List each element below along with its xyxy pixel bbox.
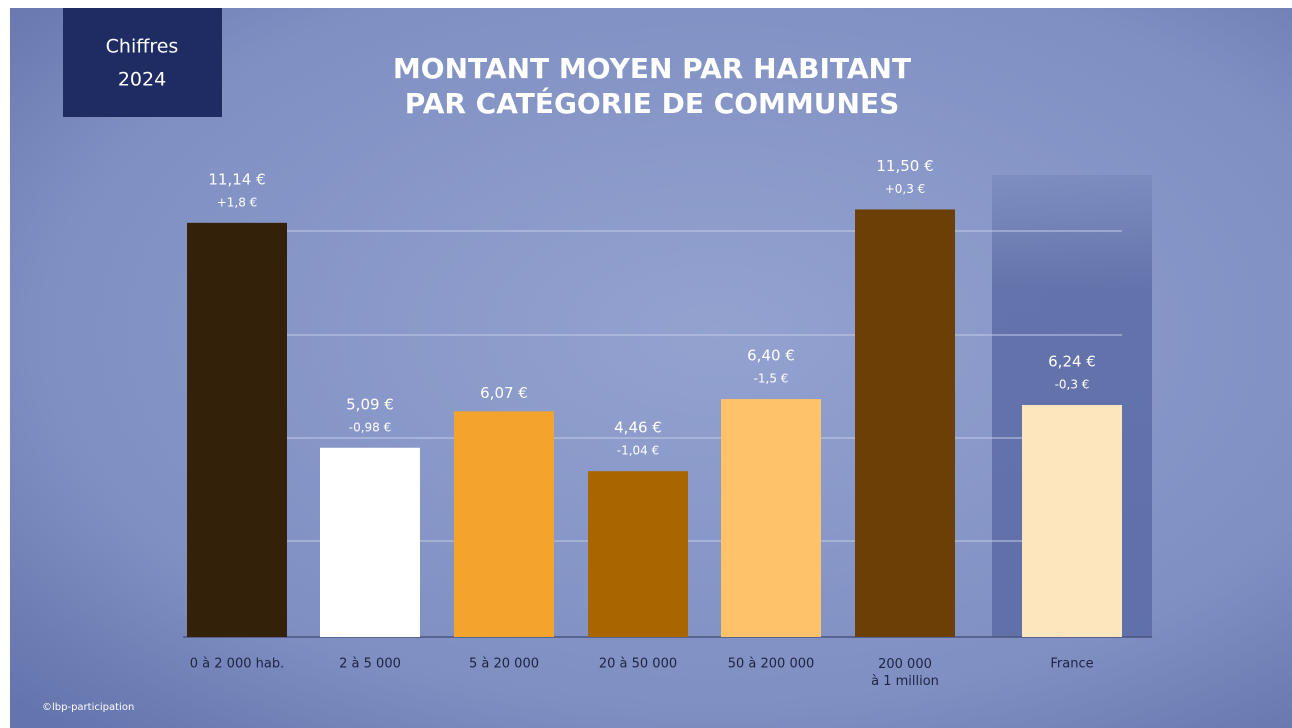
bar [1022,405,1122,637]
x-tick-label: 2 à 5 000 [339,657,401,672]
change-label: -0,3 € [1055,378,1090,392]
value-label: 11,50 € [876,157,933,175]
value-label: 6,40 € [747,347,795,365]
value-label: 6,24 € [1048,353,1096,371]
change-label: -1,04 € [617,444,660,458]
change-label: +0,3 € [885,182,926,196]
bar [187,222,287,637]
badge-text: Chiffres [106,36,179,58]
x-tick-label: 5 à 20 000 [469,657,539,672]
bar [454,411,554,637]
grid [287,230,1122,542]
x-tick-label: 0 à 2 000 hab. [190,657,284,672]
value-label: 6,07 € [480,384,528,402]
change-label: -1,5 € [754,372,789,386]
change-label: -0,98 € [349,420,392,434]
value-label: 11,14 € [208,170,265,188]
bar [588,471,688,637]
x-tick-label: 50 à 200 000 [728,657,815,672]
chart-title: MONTANT MOYEN PAR HABITANT [393,52,911,85]
x-tick-label: 200 000 à 1 million [871,657,939,689]
badge [63,8,222,117]
x-tick-label: France [1050,657,1093,672]
bar [721,399,821,637]
bar [855,209,955,638]
badge-text: 2024 [118,69,166,91]
value-label: 5,09 € [346,395,394,413]
bar [320,447,420,637]
footer: ©lbp-participation [42,702,134,713]
change-label: +1,8 € [217,195,258,209]
value-label: 4,46 € [614,419,662,437]
x-tick-label: 20 à 50 000 [599,657,677,672]
chart-title: PAR CATÉGORIE DE COMMUNES [405,86,900,120]
